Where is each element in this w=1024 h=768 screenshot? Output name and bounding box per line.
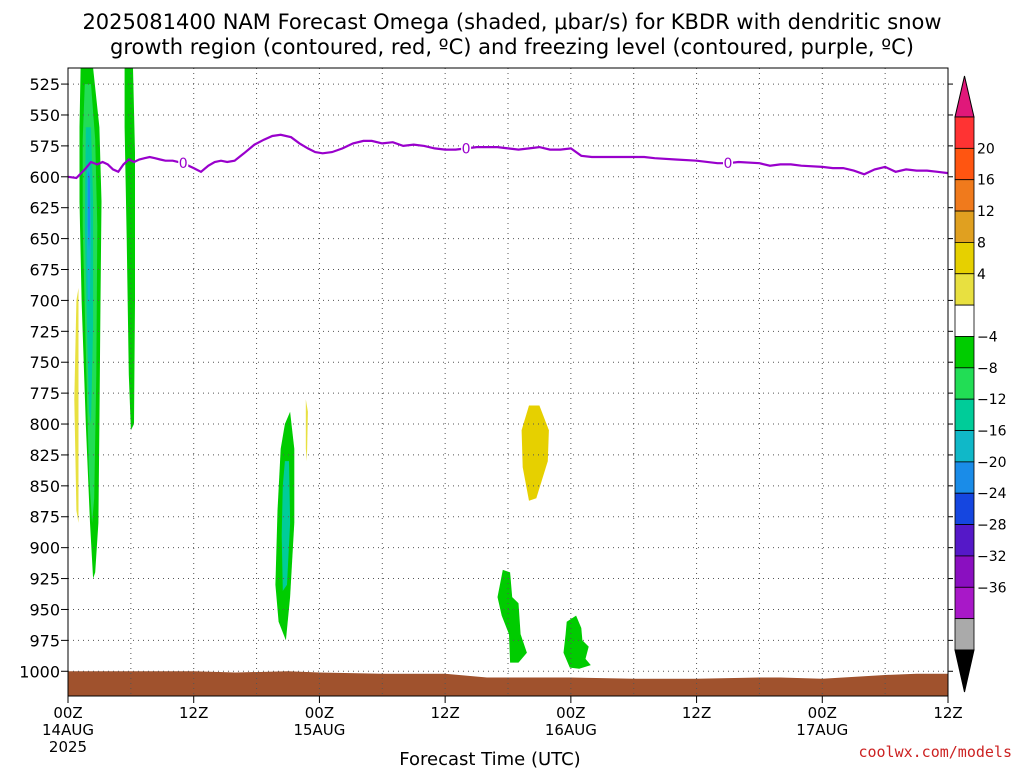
- y-tick-label-625: 625: [29, 199, 60, 218]
- colorbar-segment-13: [954, 524, 975, 557]
- colorbar-label-4: 4: [977, 267, 986, 283]
- colorbar-label-11: −28: [977, 518, 1007, 534]
- omega-band-hour42: [497, 569, 527, 663]
- x-tick-label-24-1: 00Z: [305, 704, 334, 722]
- y-tick-label-875: 875: [29, 508, 60, 527]
- y-tick-label-525: 525: [29, 75, 60, 94]
- x-tick-label-0-3: 2025: [49, 738, 87, 756]
- x-tick-label-0-1: 00Z: [53, 704, 82, 722]
- x-tick-label-60-1: 12Z: [682, 704, 711, 722]
- colorbar-label-2: 12: [977, 204, 995, 220]
- omega-weak-ascent-hour1: [74, 288, 79, 523]
- freezing-level-layer: 0 0 0: [67, 133, 949, 180]
- x-tick-label-36-1: 12Z: [430, 704, 459, 722]
- chart-title-line1: 2025081400 NAM Forecast Omega (shaded, μ…: [82, 10, 941, 34]
- colorbar-segment-4: [954, 242, 975, 275]
- colorbar-segment-12: [954, 492, 975, 525]
- colorbar-segment-10: [954, 430, 975, 463]
- colorbar-label-9: −20: [977, 455, 1007, 471]
- colorbar-label-7: −12: [977, 392, 1007, 408]
- colorbar: 20 16 12 8 4 −4 −8 −12 −16 −20 −24 −28 −32 −36: [954, 75, 1007, 693]
- x-tick-label-12-1: 12Z: [179, 704, 208, 722]
- colorbar-segment-5: [954, 273, 975, 306]
- colorbar-segment-11: [954, 461, 975, 494]
- colorbar-segment-14: [954, 555, 975, 588]
- colorbar-segment-3: [954, 210, 975, 243]
- x-tick-label-72-1: 00Z: [808, 704, 837, 722]
- x-tick-label-84-1: 12Z: [933, 704, 962, 722]
- colorbar-label-1: 16: [977, 173, 995, 189]
- plot-frame: [67, 67, 949, 697]
- freezing-level-label-bg-2: [723, 155, 733, 172]
- y-tick-label-925: 925: [29, 570, 60, 589]
- y-tick-label-950: 950: [29, 600, 60, 619]
- colorbar-label-12: −32: [977, 549, 1007, 565]
- credit-text: coolwx.com/models: [858, 743, 1012, 761]
- x-tick-label-72-2: 17AUG: [796, 721, 848, 739]
- grid-lines: [68, 68, 948, 696]
- freezing-level-line: [67, 133, 949, 180]
- x-tick-label-48-1: 00Z: [556, 704, 585, 722]
- omega-band-hour6: [124, 68, 135, 431]
- colorbar-segment-15: [954, 586, 975, 620]
- x-tick-label-24-2: 15AUG: [293, 721, 345, 739]
- x-axis-label: Forecast Time (UTC): [399, 749, 580, 768]
- y-tick-label-575: 575: [29, 137, 60, 156]
- y-tick-label-900: 900: [29, 539, 60, 558]
- y-tick-label-1000: 1000: [19, 662, 60, 681]
- colorbar-segment-16: [954, 618, 975, 651]
- freezing-level-label-bg-0: [178, 155, 189, 172]
- y-tick-label-825: 825: [29, 446, 60, 465]
- colorbar-segment-6: [954, 304, 975, 337]
- x-tick-label-0-2: 14AUG: [42, 721, 94, 739]
- colorbar-segment-0: [954, 116, 975, 149]
- colorbar-label-0: 20: [977, 141, 995, 157]
- freezing-level-label-2: 0: [724, 156, 733, 172]
- omega-sliver-hour23: [305, 399, 308, 462]
- omega-ascent-hour44: [521, 405, 549, 501]
- colorbar-segment-7: [954, 336, 975, 369]
- colorbar-segment-9: [954, 398, 975, 431]
- colorbar-label-6: −8: [977, 361, 998, 377]
- colorbar-segment-8: [954, 367, 975, 400]
- colorbar-label-13: −36: [977, 580, 1007, 596]
- omega-band-hour20-inner: [281, 461, 291, 591]
- colorbar-label-5: −4: [977, 329, 998, 345]
- x-tick-label-48-2: 16AUG: [545, 721, 597, 739]
- freezing-level-label-bg-1: [461, 140, 472, 157]
- y-tick-label-725: 725: [29, 322, 60, 341]
- colorbar-label-3: 8: [977, 235, 986, 251]
- omega-band-hour2-peak: [87, 170, 90, 251]
- y-tick-label-675: 675: [29, 261, 60, 280]
- y-tick-label-800: 800: [29, 415, 60, 434]
- colorbar-label-8: −16: [977, 424, 1007, 440]
- freezing-level-label-0: 0: [179, 156, 188, 172]
- colorbar-bottom-arrow: [954, 649, 975, 693]
- omega-band-hour48: [563, 615, 591, 669]
- colorbar-segment-1: [954, 147, 975, 181]
- chart-title-line2: growth region (contoured, red, ºC) and f…: [110, 35, 914, 59]
- y-axis-ticks: 525 550 575 600 625 650 675 700 725 750 775 800 825 8…: [19, 75, 953, 681]
- y-tick-label-700: 700: [29, 291, 60, 310]
- y-tick-label-550: 550: [29, 106, 60, 125]
- colorbar-label-10: −24: [977, 486, 1007, 502]
- colorbar-segment-2: [954, 179, 975, 212]
- y-tick-label-600: 600: [29, 168, 60, 187]
- y-tick-label-775: 775: [29, 384, 60, 403]
- y-tick-label-650: 650: [29, 230, 60, 249]
- y-tick-label-975: 975: [29, 631, 60, 650]
- y-tick-label-750: 750: [29, 353, 60, 372]
- freezing-level-label-1: 0: [462, 141, 471, 157]
- y-tick-label-850: 850: [29, 477, 60, 496]
